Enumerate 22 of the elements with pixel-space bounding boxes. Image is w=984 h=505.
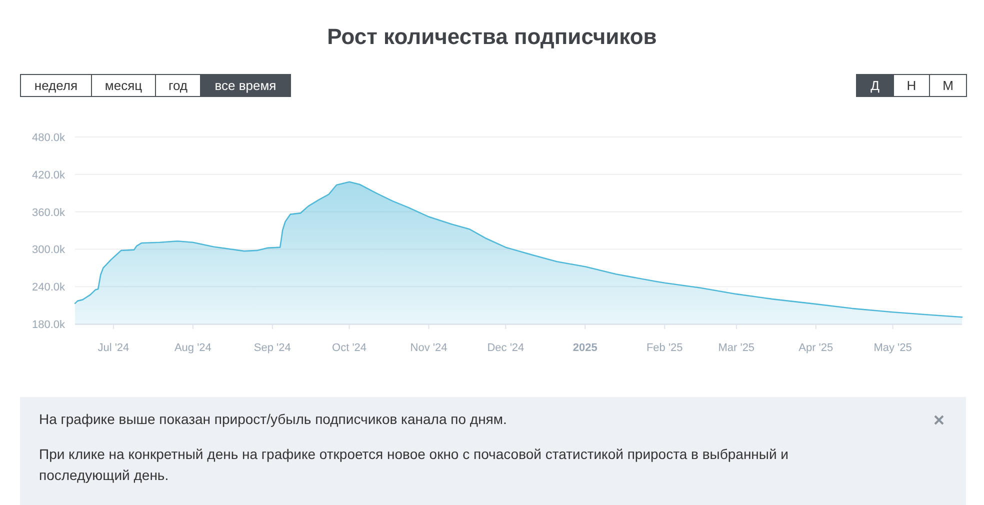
y-tick-label: 480.0k: [32, 132, 66, 144]
text: На графике выше показан прирост/убыль подписчиков канала по дням.: [39, 410, 508, 429]
chart-title: Рост количества подписчиков: [327, 24, 657, 49]
x-tick-label: Mar '25: [718, 342, 755, 354]
x-tick-label: Oct '24: [332, 342, 367, 354]
text: При клике на конкретный день на графике откроется новое окно с почасовой статистикой прироста в выбранный и последующий день.: [39, 445, 790, 485]
x-tick-label: Nov '24: [410, 342, 448, 354]
x-tick-label: 2025: [572, 342, 598, 354]
x-tick-label: Sep '24: [254, 342, 291, 354]
x-tick-label: Apr '25: [798, 342, 834, 354]
y-tick-label: 300.0k: [32, 244, 66, 256]
y-tick-label: 240.0k: [32, 282, 66, 294]
y-tick-label: 420.0k: [32, 169, 66, 182]
period-switch: неделя месяц год все время: [20, 74, 291, 97]
x-tick-label: Dec '24: [487, 342, 524, 354]
granularity-switch: Д Н М: [856, 74, 967, 97]
y-tick-label: 360.0k: [32, 206, 66, 219]
x-tick-label: Feb '25: [646, 342, 683, 354]
x-tick-label: Jul '24: [98, 342, 130, 354]
x-tick-label: May '25: [874, 342, 912, 354]
y-tick-label: 180.0k: [32, 319, 66, 331]
x-tick-label: Aug '24: [174, 342, 212, 354]
